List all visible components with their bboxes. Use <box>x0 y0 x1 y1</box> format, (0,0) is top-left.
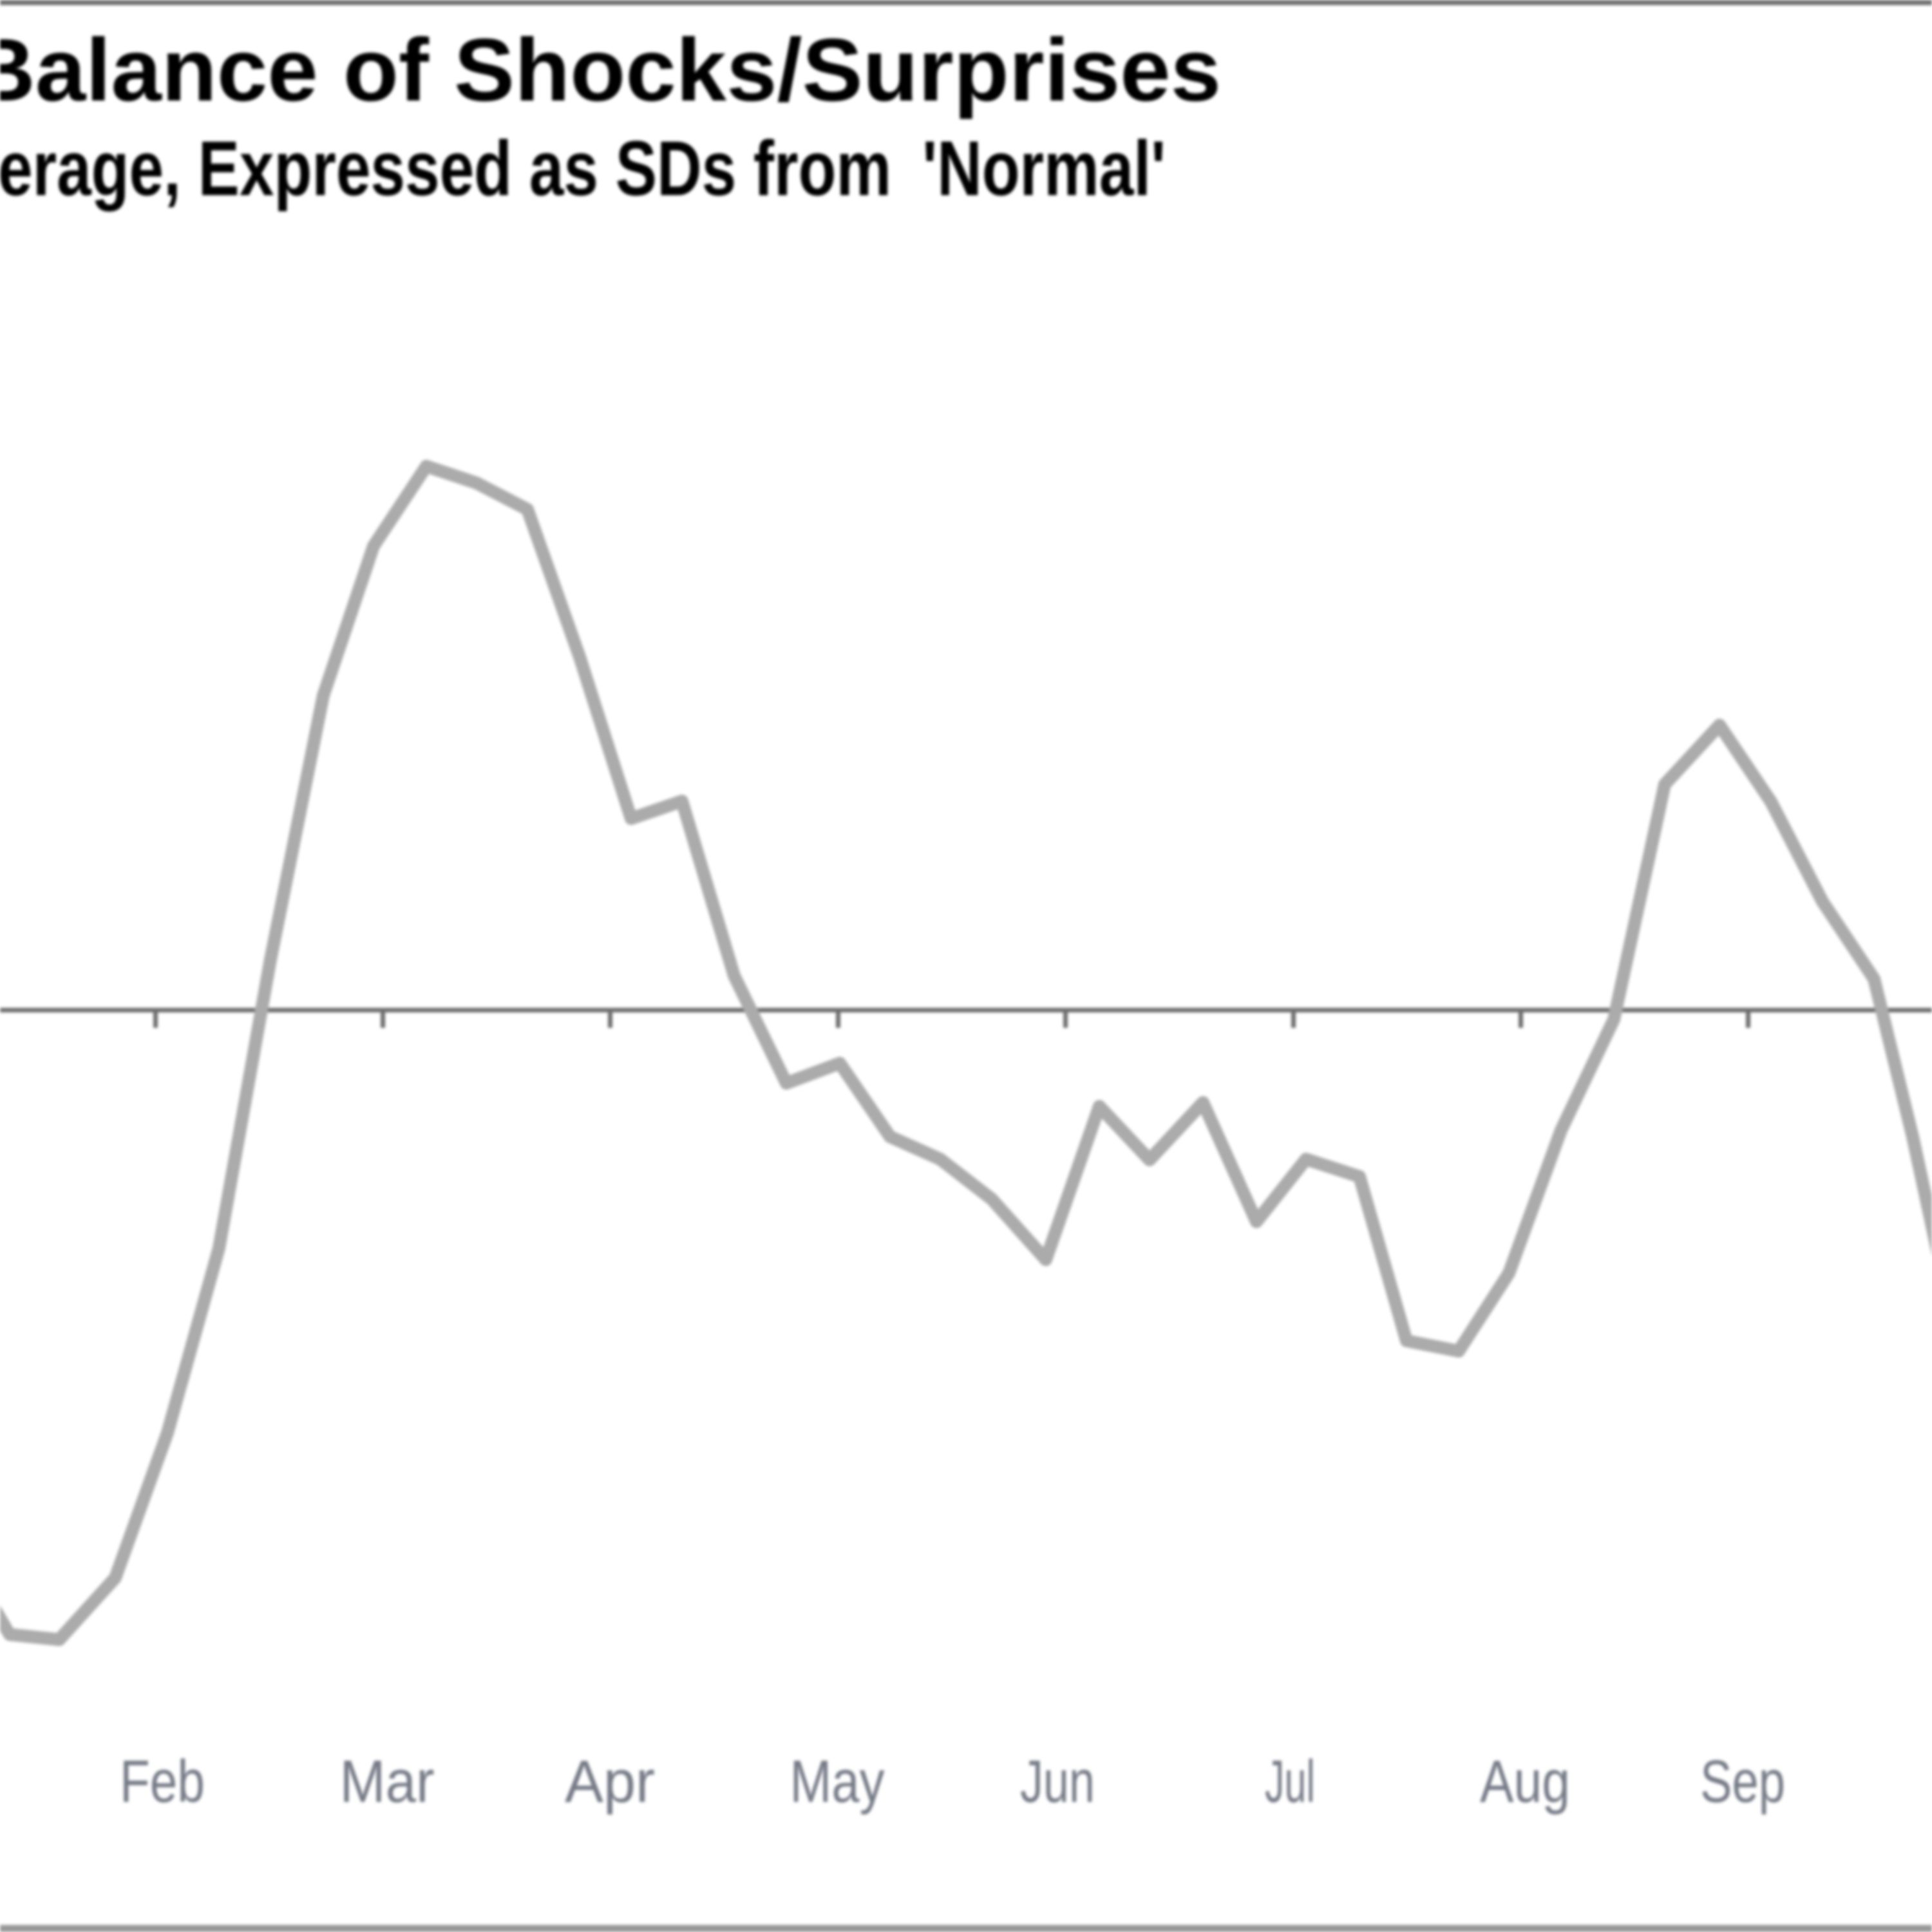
svg-text:Apr: Apr <box>565 1748 655 1815</box>
svg-text:Feb: Feb <box>120 1748 205 1815</box>
svg-text:Balance of Shocks/Surprises: Balance of Shocks/Surprises <box>0 21 1221 120</box>
svg-text:Jun: Jun <box>1020 1748 1095 1815</box>
svg-text:May: May <box>790 1748 885 1815</box>
svg-text:erage, Expressed as SDs from ': erage, Expressed as SDs from 'Normal' <box>0 124 1166 212</box>
svg-text:Sep: Sep <box>1700 1748 1785 1815</box>
svg-text:Aug: Aug <box>1480 1748 1570 1815</box>
svg-text:Mar: Mar <box>340 1748 435 1815</box>
svg-text:Jul: Jul <box>1265 1748 1315 1815</box>
